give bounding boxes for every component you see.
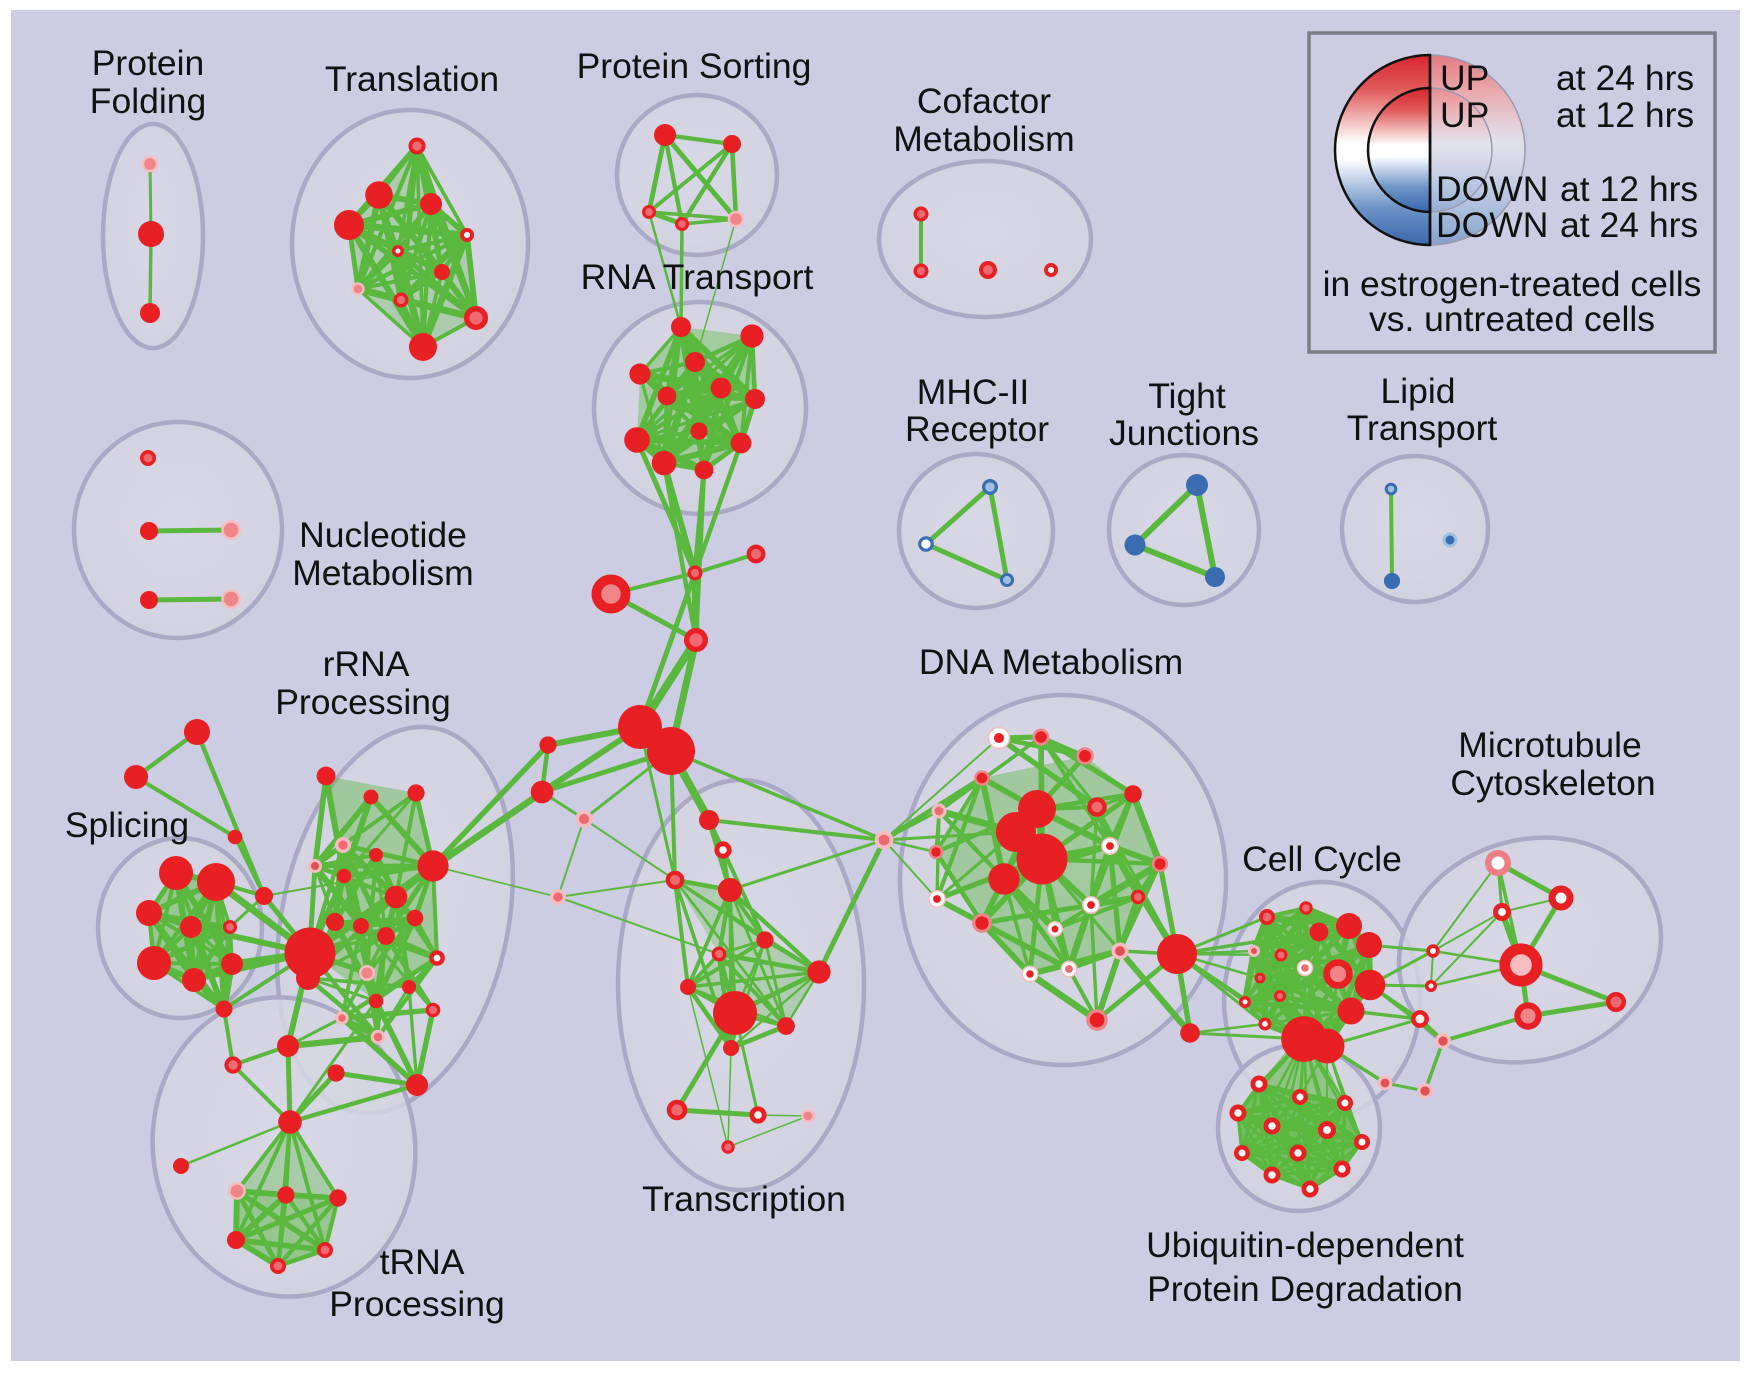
svg-text:at 12 hrs: at 12 hrs bbox=[1556, 95, 1694, 135]
svg-text:Cytoskeleton: Cytoskeleton bbox=[1450, 763, 1655, 803]
svg-text:Lipid: Lipid bbox=[1380, 371, 1455, 411]
svg-text:UP: UP bbox=[1440, 58, 1489, 98]
svg-text:Tight: Tight bbox=[1148, 376, 1226, 416]
svg-text:RNA Transport: RNA Transport bbox=[581, 257, 814, 297]
svg-text:Folding: Folding bbox=[90, 81, 206, 121]
svg-text:Metabolism: Metabolism bbox=[292, 553, 474, 593]
svg-text:at 24 hrs: at 24 hrs bbox=[1556, 58, 1694, 98]
svg-text:DOWN: DOWN bbox=[1436, 205, 1548, 245]
svg-text:Cell Cycle: Cell Cycle bbox=[1242, 839, 1402, 879]
svg-text:Metabolism: Metabolism bbox=[893, 119, 1075, 159]
svg-text:Transcription: Transcription bbox=[642, 1179, 846, 1219]
svg-text:Microtubule: Microtubule bbox=[1458, 725, 1642, 765]
svg-text:MHC-II: MHC-II bbox=[917, 372, 1029, 412]
svg-text:Ubiquitin-dependent: Ubiquitin-dependent bbox=[1146, 1225, 1464, 1265]
svg-text:rRNA: rRNA bbox=[323, 644, 410, 684]
svg-text:Receptor: Receptor bbox=[905, 409, 1049, 449]
svg-text:Nucleotide: Nucleotide bbox=[299, 515, 467, 555]
svg-text:Processing: Processing bbox=[329, 1284, 505, 1324]
svg-text:Processing: Processing bbox=[275, 682, 451, 722]
svg-text:Transport: Transport bbox=[1347, 408, 1498, 448]
svg-text:UP: UP bbox=[1440, 95, 1489, 135]
svg-text:tRNA: tRNA bbox=[380, 1242, 465, 1282]
svg-text:Junctions: Junctions bbox=[1109, 413, 1259, 453]
svg-text:Cofactor: Cofactor bbox=[917, 81, 1051, 121]
svg-text:vs. untreated cells: vs. untreated cells bbox=[1369, 299, 1655, 339]
svg-text:Splicing: Splicing bbox=[65, 805, 189, 845]
svg-text:in estrogen-treated cells: in estrogen-treated cells bbox=[1323, 264, 1702, 304]
svg-text:Protein Degradation: Protein Degradation bbox=[1147, 1269, 1463, 1309]
svg-text:DOWN: DOWN bbox=[1436, 169, 1548, 209]
svg-text:Protein: Protein bbox=[92, 43, 204, 83]
svg-text:at 24 hrs: at 24 hrs bbox=[1560, 205, 1698, 245]
svg-text:at 12 hrs: at 12 hrs bbox=[1560, 169, 1698, 209]
svg-text:DNA Metabolism: DNA Metabolism bbox=[919, 642, 1183, 682]
svg-text:Translation: Translation bbox=[325, 59, 499, 99]
svg-text:Protein Sorting: Protein Sorting bbox=[577, 46, 812, 86]
